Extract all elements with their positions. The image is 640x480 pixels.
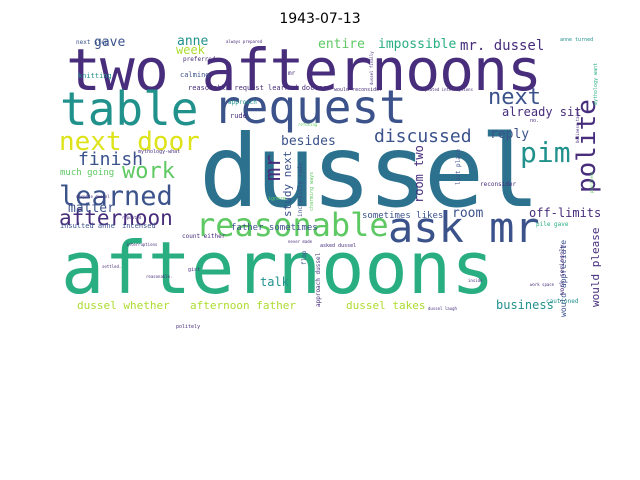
- word: next step: [76, 39, 109, 46]
- word: besides: [281, 134, 336, 149]
- word: would please: [589, 227, 602, 307]
- word: afternoons: [61, 226, 495, 310]
- word: refusing: [298, 122, 318, 127]
- word: repeated: [122, 215, 142, 220]
- word: two afternoons: [66, 36, 542, 104]
- word: reasonable: [196, 206, 389, 244]
- word: father sometimes: [231, 223, 318, 233]
- word: sometimes likes: [362, 211, 444, 221]
- word: dussel finally: [369, 51, 374, 85]
- word: asked dussel: [320, 243, 357, 249]
- word: knitting: [78, 72, 112, 80]
- word: despite dussel: [76, 194, 110, 199]
- word: much going: [60, 168, 115, 178]
- word: gist: [188, 267, 201, 273]
- word: politely: [176, 324, 201, 330]
- word: reply: [490, 127, 530, 142]
- word: business: [496, 298, 554, 312]
- word: table: [60, 82, 199, 136]
- word: rude: [230, 112, 247, 120]
- word: never made: [288, 239, 313, 244]
- word: ignore: [268, 196, 287, 202]
- word: mythology want: [593, 62, 599, 105]
- word: discussed: [374, 126, 472, 147]
- word: no.: [530, 118, 540, 124]
- word: insulted anne: [60, 222, 115, 230]
- word: settled.: [102, 264, 122, 269]
- word: incensed: [122, 222, 156, 230]
- word: room: [452, 206, 484, 221]
- word: request: [213, 80, 407, 134]
- word: next door: [59, 127, 200, 157]
- word: dussel laugh: [428, 306, 457, 311]
- word: work: [122, 159, 175, 184]
- word: afternoon father: [190, 299, 296, 312]
- word: study next: [281, 150, 294, 217]
- word: gave: [94, 35, 126, 50]
- word: incredibly rude: [297, 162, 304, 217]
- word: anne turned: [560, 37, 594, 43]
- word: calming: [180, 71, 210, 79]
- word: flop: [301, 250, 308, 265]
- word: dussel: [199, 113, 540, 230]
- word: week: [176, 43, 205, 57]
- word: already sit: [502, 105, 582, 119]
- word: dussel takes: [346, 299, 426, 312]
- word: business takes: [575, 109, 580, 143]
- word: matter: [68, 201, 115, 216]
- word: would reconsider: [334, 87, 383, 93]
- word: learned: [59, 181, 173, 212]
- word: pim: [520, 136, 571, 169]
- word: inside: [468, 278, 483, 283]
- word: interruptions: [126, 242, 158, 247]
- word: afternoon: [59, 206, 173, 230]
- chart-title: 1943-07-13: [279, 11, 361, 27]
- word: count either: [182, 233, 226, 240]
- word: approach dussel: [315, 252, 322, 307]
- word: pile gave: [536, 221, 569, 228]
- word: charming ways: [309, 171, 315, 211]
- word: room two: [412, 145, 426, 203]
- word: ask mr: [388, 203, 540, 252]
- word: reasonable.: [146, 274, 173, 279]
- word: mr: [288, 70, 296, 77]
- word: reasonable request: [188, 84, 264, 92]
- word: work seriously: [559, 244, 566, 295]
- word: dussel whether: [77, 299, 170, 312]
- word-cloud: afternoons two afternoons dussel table r…: [56, 35, 614, 336]
- word: pointless: [589, 171, 594, 193]
- word: entire: [318, 37, 365, 52]
- word: next: [488, 85, 541, 110]
- word: last place: [455, 148, 462, 185]
- word: learned doctor: [268, 84, 328, 92]
- word: preferred: [183, 56, 216, 63]
- word: mr. dussel: [460, 38, 545, 54]
- word: off-limits: [529, 206, 602, 220]
- word: work space: [530, 282, 555, 287]
- word: talk: [260, 275, 289, 289]
- word: anne: [177, 35, 209, 49]
- word: cautioned: [546, 298, 579, 305]
- word: always prepared: [226, 39, 263, 44]
- word: reconsider: [480, 181, 517, 188]
- word: mythology-what: [138, 149, 181, 155]
- word: approach: [228, 99, 257, 106]
- word: repeated interruptions: [420, 87, 473, 92]
- word: impossible: [378, 37, 457, 52]
- word: finish: [78, 149, 144, 170]
